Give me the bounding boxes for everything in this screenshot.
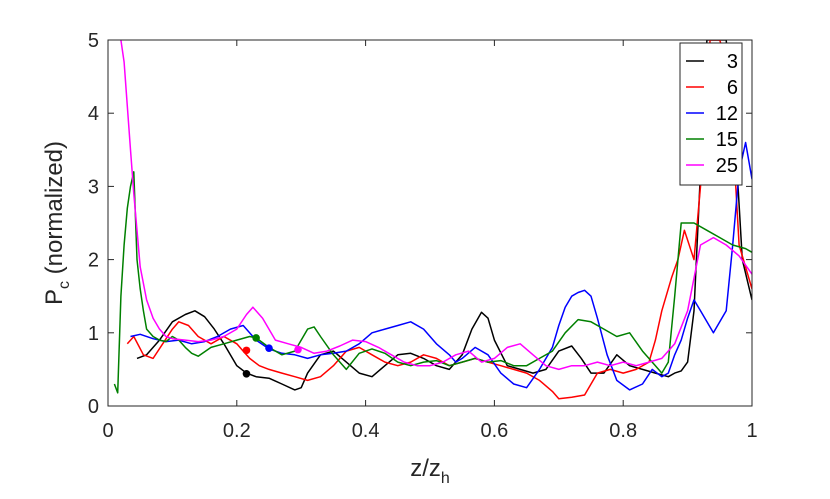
- plot-frame: [107, 39, 753, 407]
- legend-label: 15: [716, 129, 738, 151]
- x-axis-label: z/zh: [410, 455, 450, 487]
- x-tick-label: 0.8: [609, 420, 637, 442]
- legend-item-25: 25: [686, 155, 738, 177]
- x-axis-label-subscript: h: [441, 470, 450, 487]
- y-tick-label: 2: [88, 250, 99, 272]
- x-tick-label: 0.6: [480, 420, 508, 442]
- y-tick-label: 3: [88, 176, 99, 198]
- series-line-15: [113, 171, 752, 394]
- series-layer: [113, 40, 752, 400]
- series-line-12: [130, 141, 752, 391]
- x-tick-label: 0: [102, 420, 113, 442]
- series-marker-15: [252, 334, 260, 342]
- series-marker-3: [242, 369, 251, 378]
- series-line-25: [120, 40, 752, 371]
- legend-label: 6: [727, 77, 738, 99]
- legend-item-12: 12: [686, 103, 738, 125]
- legend-label: 3: [727, 51, 738, 73]
- legend-item-15: 15: [686, 129, 738, 151]
- y-tick-labels: 0 1 2 3 4 5: [88, 30, 99, 418]
- legend-label: 25: [716, 155, 738, 177]
- x-tick-label: 1: [746, 420, 757, 442]
- series-marker-6: [242, 346, 251, 355]
- marker-layer: [242, 334, 302, 378]
- y-tick-label: 1: [88, 323, 99, 345]
- y-tick-label: 0: [88, 396, 99, 418]
- series-marker-12: [265, 344, 273, 352]
- legend-box: [679, 42, 743, 186]
- x-tick-labels: 0 0.2 0.4 0.6 0.8 1: [102, 420, 757, 442]
- y-tick-label: 5: [88, 30, 99, 52]
- legend-label: 12: [716, 103, 738, 125]
- legend-item-6: 6: [686, 77, 738, 99]
- series-marker-25: [294, 345, 302, 354]
- y-tick-label: 4: [88, 103, 99, 125]
- y-axis-label-subscript: c: [56, 281, 73, 289]
- series-line-3: [136, 40, 752, 391]
- y-axis-label: Pc (normalized): [41, 141, 73, 305]
- x-tick-label: 0.4: [352, 420, 380, 442]
- legend: 3 6 12 15 25: [679, 42, 743, 186]
- axes-layer: [107, 39, 753, 407]
- y-axis-label-suffix: (normalized): [41, 141, 68, 281]
- legend-item-3: 3: [686, 51, 738, 73]
- x-tick-label: 0.2: [223, 420, 251, 442]
